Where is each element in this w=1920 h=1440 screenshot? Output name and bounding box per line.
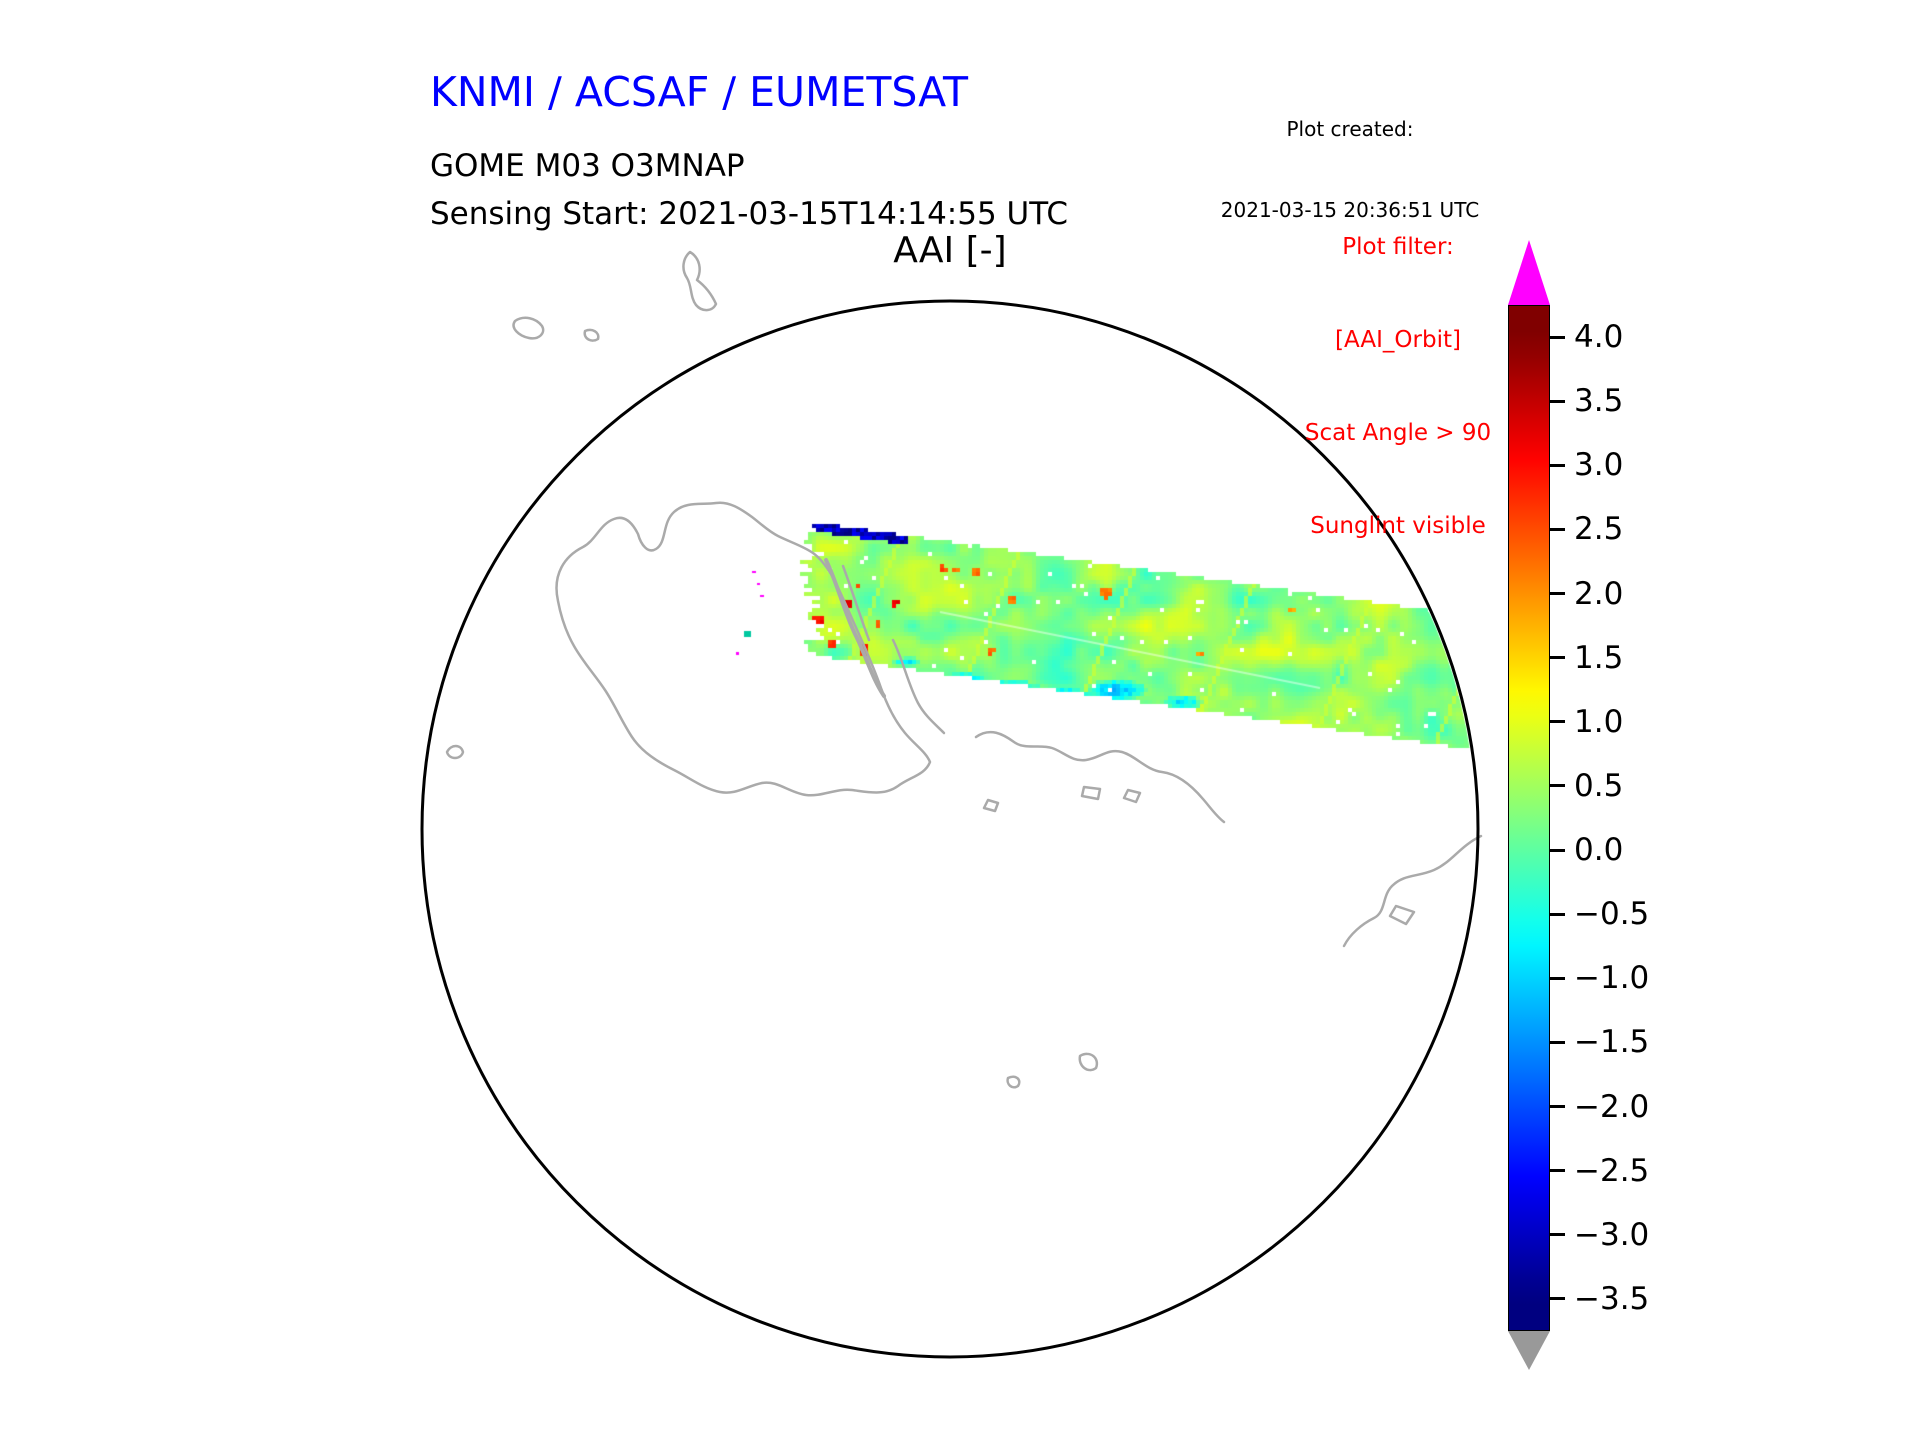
plot-created-label: Plot created: — [1286, 117, 1414, 141]
antarctic-peninsula-coastline-2 — [841, 564, 871, 642]
colorbar-tick-mark — [1550, 784, 1565, 788]
colorbar-gradient — [1508, 305, 1550, 1331]
coastline-island-west — [445, 744, 465, 760]
colorbar-tick-mark — [1550, 1169, 1565, 1173]
colorbar-tick-mark — [1550, 527, 1565, 531]
colorbar-tick-mark — [1550, 720, 1565, 724]
coastline-island-north-3 — [583, 328, 600, 342]
colorbar-tick-label: 3.0 — [1574, 447, 1624, 484]
colorbar-tick-label: −1.0 — [1574, 960, 1650, 997]
product-name: GOME M03 O3MNAP — [430, 148, 745, 184]
coastline-island-f — [1006, 1075, 1021, 1089]
colorbar-tick-label: 3.5 — [1574, 383, 1624, 420]
colorbar-tick-label: 1.5 — [1574, 639, 1624, 676]
colorbar-tick-label: 2.5 — [1574, 511, 1624, 548]
coastline-segment-east — [891, 638, 946, 735]
colorbar-tick-mark — [1550, 399, 1565, 403]
colorbar-tick-mark — [1550, 1105, 1565, 1109]
coastline-island-e — [1078, 1052, 1099, 1072]
colorbar-tick-label: −3.0 — [1574, 1216, 1650, 1253]
colorbar-tick-mark — [1550, 335, 1565, 339]
coastline-island-a — [1080, 785, 1102, 801]
colorbar-tick-label: −2.5 — [1574, 1152, 1650, 1189]
colorbar-tick-mark — [1550, 976, 1565, 980]
colorbar-tick-mark — [1550, 592, 1565, 596]
filter-line-3: Scat Angle > 90 — [1304, 420, 1492, 446]
coastline-island-north-1 — [682, 250, 718, 312]
colorbar-tick-label: 0.5 — [1574, 767, 1624, 804]
colorbar-tick-mark — [1550, 912, 1565, 916]
filter-line-1: Plot filter: — [1342, 234, 1454, 260]
colorbar-tick-label: −3.5 — [1574, 1280, 1650, 1317]
colorbar-tick-label: −1.5 — [1574, 1024, 1650, 1061]
colorbar-tick-label: 1.0 — [1574, 703, 1624, 740]
agency-title: KNMI / ACSAF / EUMETSAT — [430, 68, 969, 116]
plot-filter-note: Plot filter: [AAI_Orbit] Scat Angle > 90… — [1240, 170, 1556, 604]
coastline-right-edge — [1342, 834, 1483, 948]
colorbar-tick-mark — [1550, 1040, 1565, 1044]
coastline-island-d — [1388, 904, 1416, 926]
plot-created: Plot created: 2021-03-15 20:36:51 UTC — [1150, 62, 1550, 278]
map-boundary-circle — [420, 299, 1480, 1359]
filter-line-2: [AAI_Orbit] — [1335, 327, 1461, 353]
colorbar-tick-mark — [1550, 463, 1565, 467]
colorbar-tick-mark — [1550, 848, 1565, 852]
plot-title: AAI [-] — [893, 230, 1007, 271]
colorbar-under-arrow — [1508, 1331, 1550, 1370]
colorbar-tick-label: −0.5 — [1574, 896, 1650, 933]
plot-created-time: 2021-03-15 20:36:51 UTC — [1220, 198, 1480, 222]
filter-line-4: Sunglint visible — [1310, 513, 1486, 539]
colorbar-tick-mark — [1550, 1233, 1565, 1237]
coastline-island-b — [1122, 788, 1142, 804]
colorbar-tick-mark — [1550, 1297, 1565, 1301]
antarctica-coastline — [555, 501, 932, 797]
coastline-segment-right — [974, 730, 1226, 824]
colorbar-over-arrow — [1508, 240, 1550, 305]
colorbar-tick-label: −2.0 — [1574, 1088, 1650, 1125]
antarctic-peninsula-coastline — [824, 558, 886, 698]
coastline-island-c — [982, 798, 1000, 813]
colorbar-tick-label: 4.0 — [1574, 319, 1624, 356]
colorbar-tick-mark — [1550, 656, 1565, 660]
sensing-start: Sensing Start: 2021-03-15T14:14:55 UTC — [430, 196, 1068, 232]
colorbar-tick-label: 0.0 — [1574, 832, 1624, 869]
colorbar-tick-label: 2.0 — [1574, 575, 1624, 612]
coastline-island-north-2 — [512, 316, 545, 340]
